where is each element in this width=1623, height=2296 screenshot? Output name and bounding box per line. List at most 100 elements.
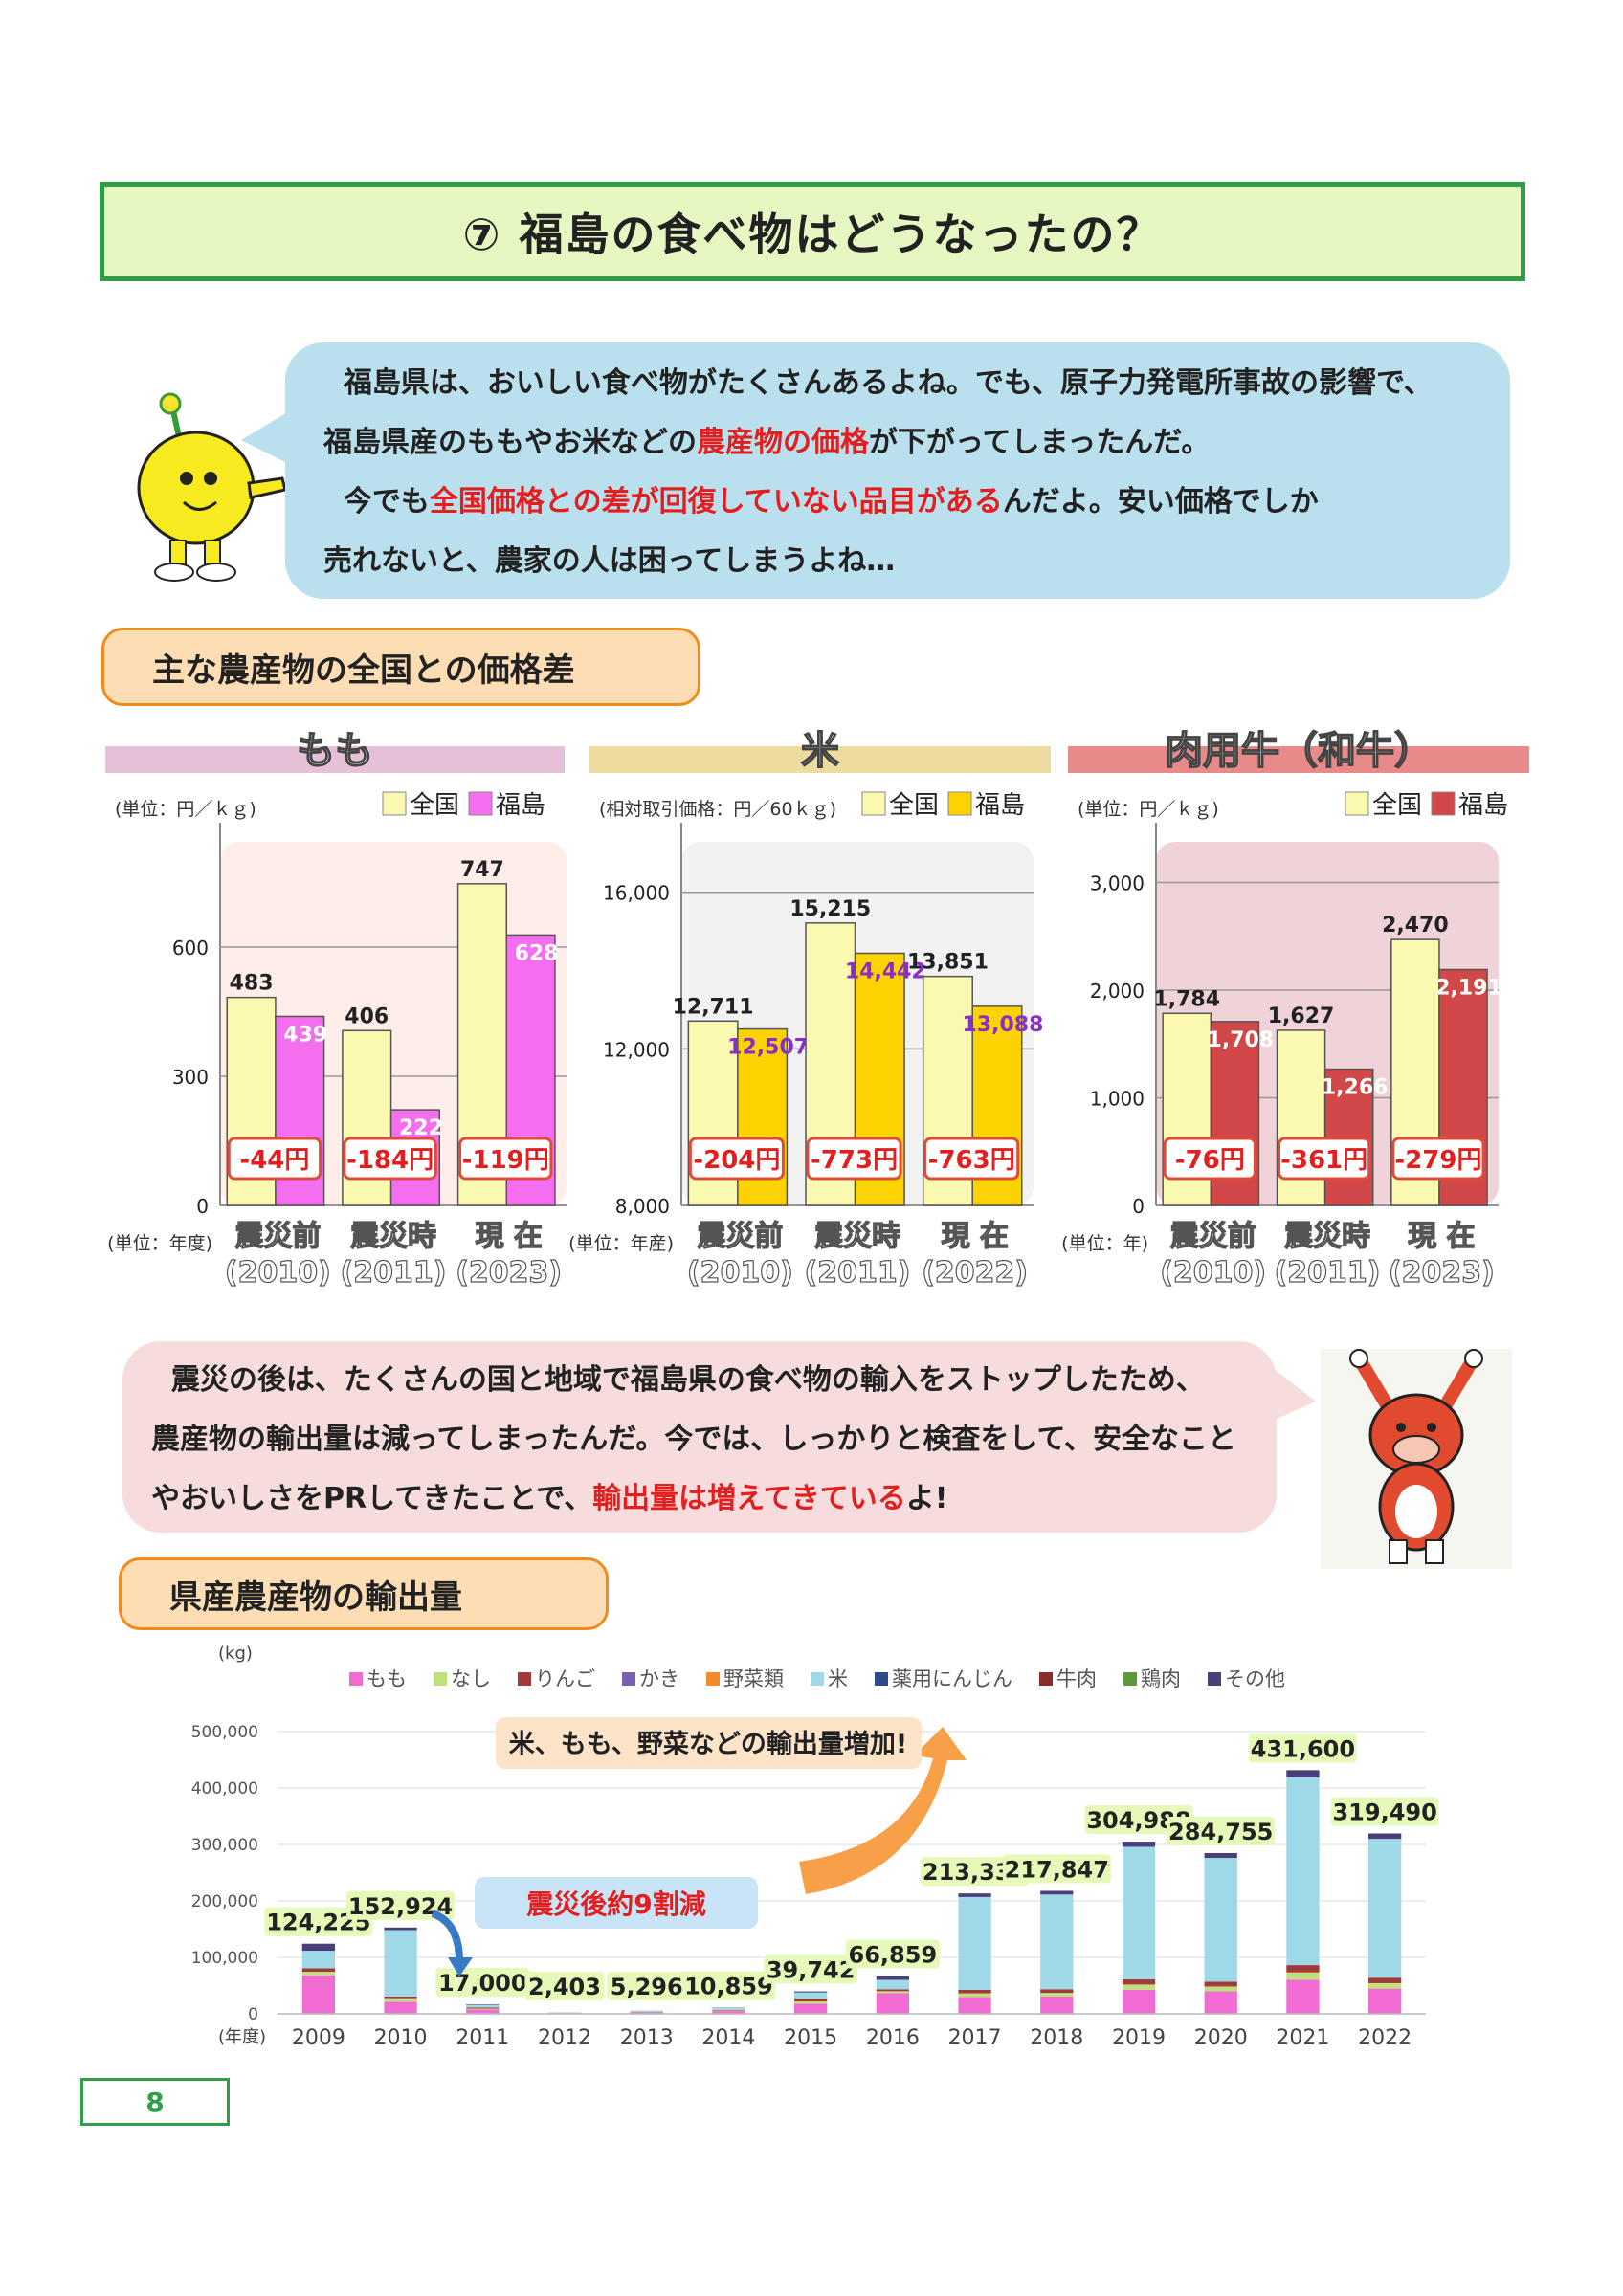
- export-bar-segment: [1368, 1839, 1402, 1978]
- rice-legend-national: 全国: [889, 791, 939, 820]
- export-bar-segment: [1204, 1991, 1237, 2014]
- export-bar-segment: [466, 2008, 500, 2010]
- beef-legend-swatch-national: [1345, 791, 1369, 816]
- export-legend-swatch: [434, 1672, 447, 1686]
- peach-category-label: 震災時: [350, 1220, 436, 1253]
- rice-difference-badge: [923, 1137, 1020, 1181]
- beef-y-tick: 0: [1132, 1195, 1145, 1218]
- export-value-bg: [1002, 1854, 1111, 1884]
- rice-unit-label: (相対取引価格：円／60ｋｇ): [599, 799, 836, 820]
- peach-difference-label: -44円: [239, 1146, 309, 1175]
- export-bar-segment: [794, 1992, 828, 1999]
- export-bar-segment: [712, 2009, 745, 2011]
- export-x-tick: 2013: [620, 2026, 674, 2050]
- export-legend-swatch: [706, 1672, 720, 1686]
- export-legend-label: 鶏肉: [1141, 1667, 1181, 1690]
- increase-annotation: 米、もも、野菜などの輸出量増加!: [509, 1729, 908, 1759]
- section-title-price-gap: 主な農産物の全国との価格差: [101, 628, 700, 706]
- export-legend-label: 米: [828, 1667, 848, 1690]
- export-bar-segment: [384, 1998, 417, 2002]
- export-value-bg: [607, 1972, 687, 2000]
- decrease-annotation-bg: [475, 1877, 758, 1929]
- peach-bar-value-label: 628: [515, 941, 559, 965]
- intro-line-4: 売れないと、農家の人は困ってしまうよね…: [323, 544, 896, 578]
- peach-bar-value-label: 483: [230, 972, 274, 996]
- export-bar-segment: [1122, 1846, 1156, 1980]
- rice-y-tick: 8,000: [615, 1195, 670, 1218]
- export-value-bg: [264, 1907, 373, 1936]
- export-x-tick: 2014: [701, 2026, 755, 2050]
- export-legend-swatch: [875, 1672, 888, 1686]
- peach-y-tick: 300: [172, 1066, 209, 1089]
- peach-difference-label: -184円: [346, 1146, 434, 1175]
- export-legend-label: 野菜類: [723, 1667, 784, 1690]
- beef-bar-value-label: 1,266: [1322, 1076, 1389, 1100]
- export-value-bg: [921, 1857, 1030, 1887]
- decrease-arrowhead-icon: [448, 1957, 473, 1976]
- mascot-yellow-icon: [137, 392, 287, 582]
- export-value-label: 319,490: [1332, 1799, 1436, 1826]
- peach-band: [105, 746, 565, 773]
- peach-y-tick: 0: [196, 1195, 209, 1218]
- beef-x-unit-label: (単位：年): [1061, 1233, 1148, 1254]
- export-legend-swatch: [1208, 1672, 1221, 1686]
- export-legend-swatch: [811, 1672, 824, 1686]
- export-bar-segment: [384, 2001, 417, 2014]
- export-value-label: 17,000: [438, 1970, 527, 1997]
- speech2-line-1: 震災の後は、たくさんの国と地域で福島県の食べ物の輸入をストップしたため、: [170, 1363, 1205, 1397]
- export-bar-segment: [1286, 1972, 1320, 1980]
- export-value-bg: [681, 1971, 776, 2000]
- export-bar-segment: [1122, 1979, 1156, 1985]
- beef-difference-badge: [1391, 1137, 1485, 1181]
- page-title: ⑦ 福島の食べ物はどうなったの？: [100, 182, 1525, 281]
- peach-year-label: (2023): [456, 1256, 562, 1290]
- export-legend-label: その他: [1225, 1667, 1285, 1690]
- export-bar-segment: [794, 2003, 828, 2014]
- export-volume-chart: (kg) もも なし りんご かき 野菜類 米 薬用にんじん 牛肉 鶏肉 その他 0 100,000 20…: [191, 1644, 1439, 2050]
- export-bar-segment: [1204, 1858, 1237, 1982]
- beef-difference-label: -279円: [1394, 1146, 1481, 1175]
- beef-legend-national: 全国: [1372, 791, 1422, 820]
- export-bar-segment: [384, 1927, 417, 1931]
- beef-bar-value-label: 1,708: [1208, 1028, 1275, 1052]
- export-value-label: 39,742: [767, 1957, 856, 1984]
- export-y-tick: 400,000: [191, 1779, 258, 1799]
- export-bar-segment: [301, 1951, 335, 1969]
- export-x-tick: 2009: [292, 2026, 345, 2050]
- export-bar-segment: [1040, 1997, 1074, 2014]
- beef-band: [1068, 746, 1529, 773]
- export-bar-segment: [384, 1930, 417, 1997]
- export-legend-label: 牛肉: [1056, 1667, 1097, 1690]
- export-y-tick: 300,000: [191, 1836, 258, 1855]
- export-legend-label: なし: [451, 1667, 491, 1690]
- export-bar-segment: [876, 1991, 909, 1994]
- rice-difference-label: -204円: [693, 1146, 780, 1175]
- export-bar-segment: [1040, 1890, 1074, 1895]
- export-x-tick: 2010: [374, 2026, 428, 2050]
- export-bar-segment: [1040, 1993, 1074, 1998]
- beef-difference-badge: [1277, 1137, 1371, 1181]
- peach-legend-fukushima: 福島: [496, 791, 545, 820]
- beef-legend-fukushima: 福島: [1458, 791, 1508, 820]
- price-gap-charts: もも(単位：円／ｋｇ) 全国 福島0300600483439-44円震災前(2010…: [107, 728, 1508, 1290]
- speech2-tail: [1273, 1368, 1316, 1421]
- beef-y-tick: 2,000: [1090, 980, 1145, 1003]
- peach-year-label: (2011): [341, 1256, 447, 1290]
- export-x-tick: 2022: [1358, 2026, 1412, 2050]
- export-bar-segment: [466, 2007, 500, 2009]
- peach-difference-badge: [458, 1137, 553, 1181]
- rice-title: 米: [801, 729, 839, 773]
- export-bar-segment: [1204, 1852, 1237, 1859]
- rice-bar-value-label: 12,507: [727, 1036, 809, 1060]
- peach-y-tick: 600: [172, 937, 209, 960]
- peach-category-label: 震災前: [234, 1220, 321, 1253]
- rice-legend-fukushima: 福島: [975, 791, 1025, 820]
- export-bar-segment: [1204, 1986, 1237, 1992]
- export-bar-segment: [466, 2003, 500, 2005]
- export-value-label: 10,859: [684, 1974, 773, 2000]
- peach-bar-value-label: 406: [345, 1004, 389, 1028]
- export-bar-segment: [876, 1979, 909, 1990]
- beef-bar-value-label: 1,784: [1153, 987, 1220, 1011]
- peach-x-unit-label: (単位：年度): [107, 1233, 212, 1254]
- export-bar-segment: [1204, 1981, 1237, 1987]
